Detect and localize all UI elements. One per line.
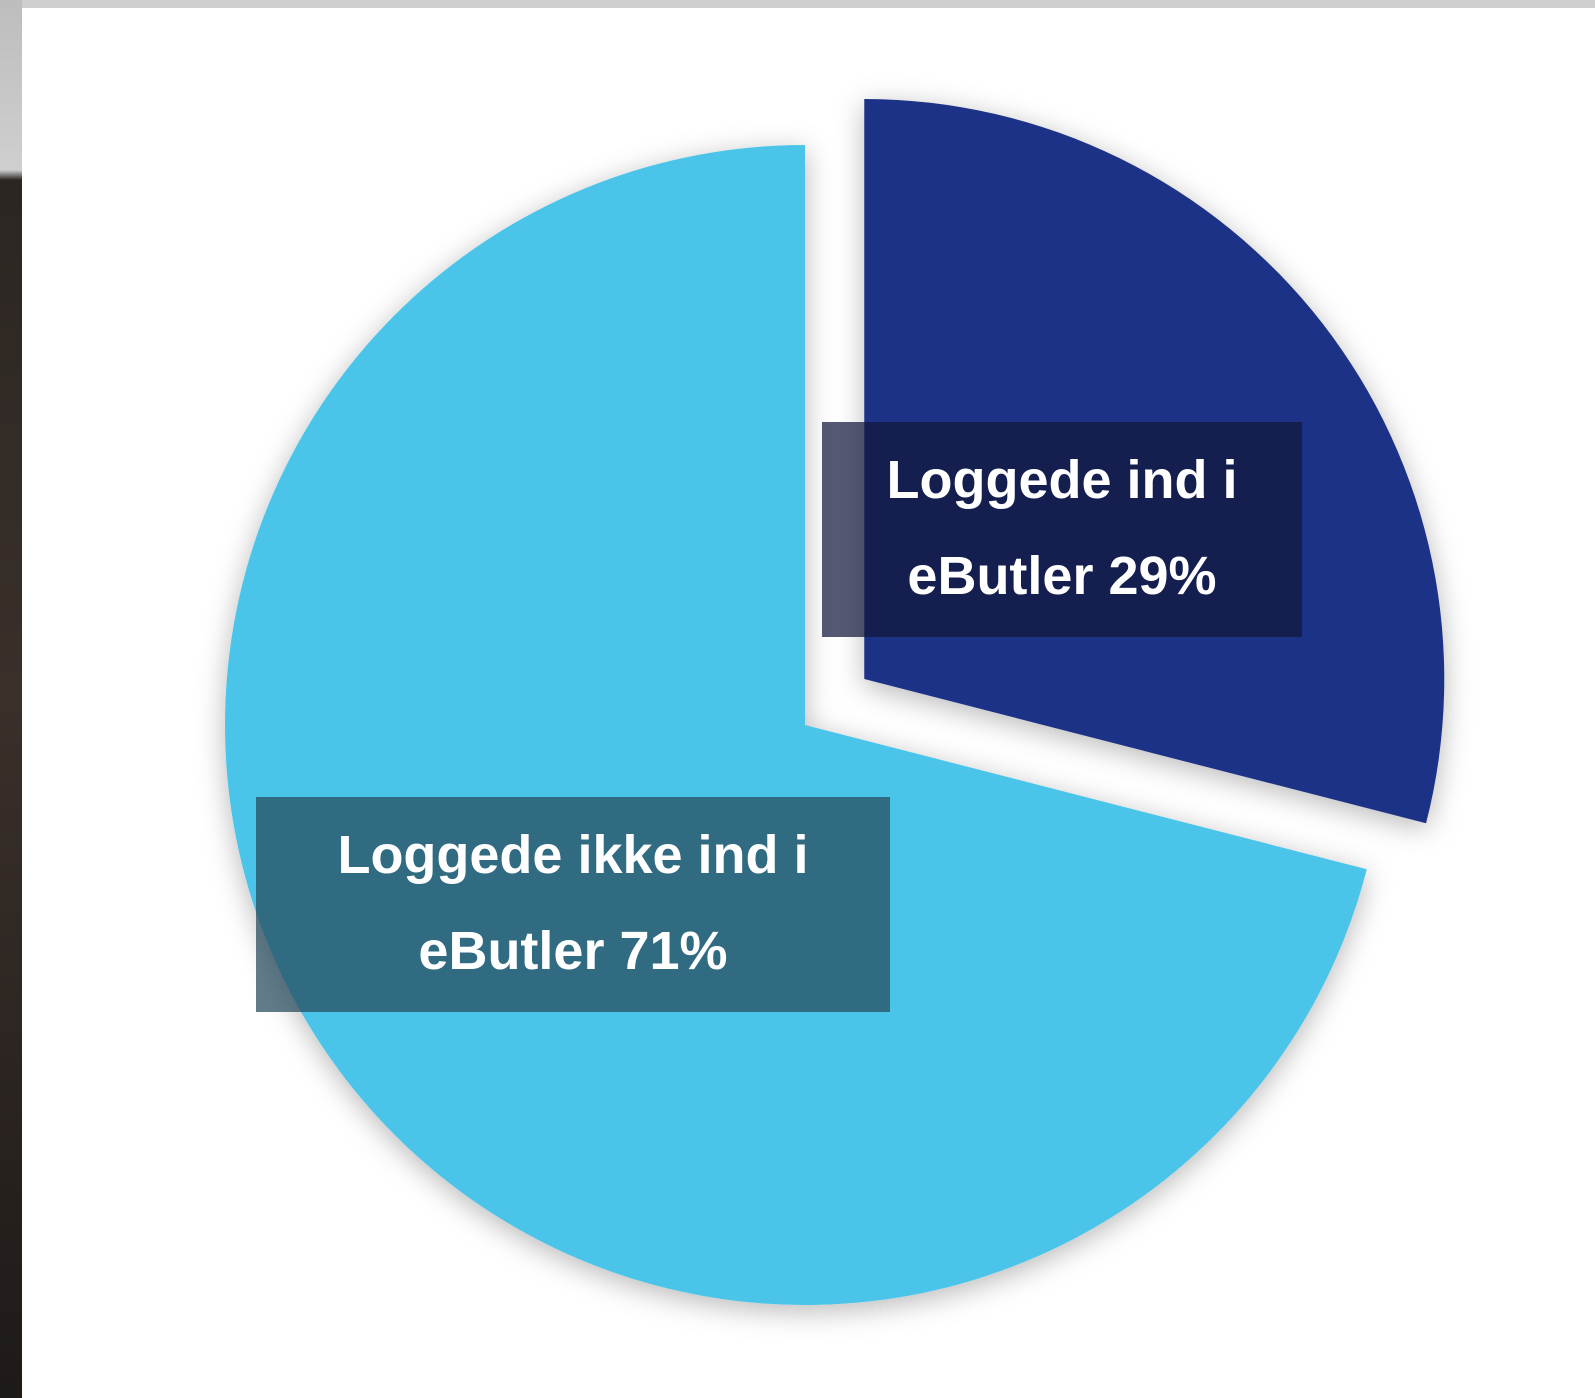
background-strip [0,0,1595,8]
pie-slice [224,145,1367,1305]
category-label: Loggede ikke ind i eButler [337,825,809,981]
value-label: 71% [619,921,728,981]
pie [224,99,1445,1305]
value-label: 29% [1108,546,1217,606]
background-strip [0,0,22,1398]
slice-label: Loggede ind i eButler 29% [822,422,1302,637]
slice-label: Loggede ikke ind i eButler 71% [256,797,890,1012]
category-label: Loggede ind i eButler [886,450,1238,606]
